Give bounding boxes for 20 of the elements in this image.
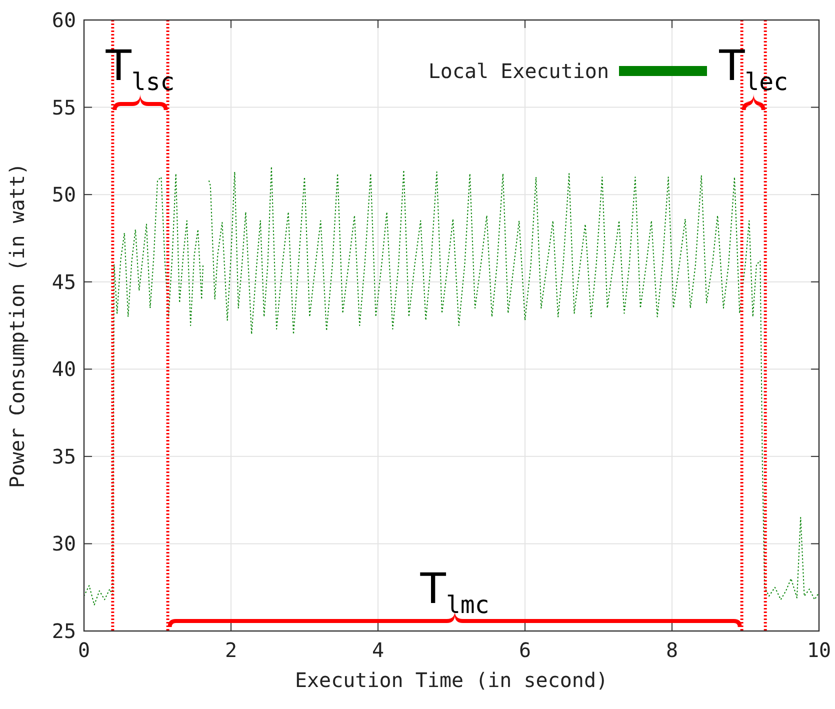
- y-tick-label: 25: [52, 619, 76, 643]
- x-tick-label: 8: [666, 638, 678, 662]
- y-tick-label: 60: [52, 8, 76, 32]
- x-tick-label: 0: [78, 638, 90, 662]
- y-tick-label: 55: [52, 95, 76, 120]
- annotation: T$_{lmc}$: [419, 564, 490, 619]
- y-tick-label: 35: [52, 444, 76, 468]
- annotation: T$_{lec}$: [718, 41, 788, 96]
- x-tick-label: 6: [518, 638, 532, 662]
- y-tick-label: 50: [52, 182, 76, 207]
- legend-label: Local Execution: [428, 59, 609, 83]
- y-axis-title: Power Consumption (in watt): [5, 162, 29, 488]
- y-tick-label: 30: [52, 532, 76, 556]
- y-tick-label: 45: [52, 270, 76, 294]
- y-tick-label: 40: [52, 357, 76, 382]
- x-tick-label: 2: [224, 638, 238, 662]
- x-tick-label: 10: [806, 638, 832, 662]
- x-axis-title: Execution Time (in second): [294, 668, 608, 692]
- annotation: T$_{lsc}$: [104, 41, 175, 96]
- x-tick-label: 4: [372, 638, 384, 662]
